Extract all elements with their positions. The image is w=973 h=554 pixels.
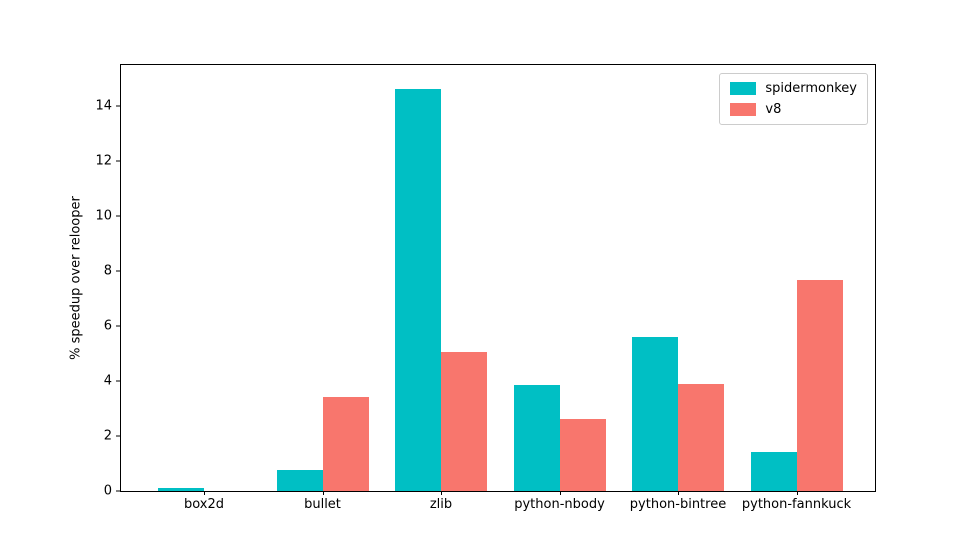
bar-spidermonkey-bullet: [276, 470, 323, 491]
bar-spidermonkey-zlib: [395, 89, 441, 491]
y-tick-label-8: 8: [103, 263, 112, 279]
y-tick-0: [116, 490, 120, 492]
x-tick-bullet: [322, 491, 324, 495]
y-tick-12: [116, 160, 120, 162]
bar-spidermonkey-python-fannkuck: [750, 452, 797, 491]
y-tick-14: [116, 105, 120, 106]
legend-item-v8: v8: [730, 102, 857, 117]
y-tick-label-2: 2: [103, 428, 112, 444]
legend: spidermonkey v8: [719, 73, 868, 125]
bar-v8-python-bintree: [678, 383, 724, 491]
x-tick-label-zlib: zlib: [429, 497, 453, 512]
bar-spidermonkey-box2d: [158, 488, 204, 491]
plot-area: box2d bullet zlib python-nbody python-bintre…: [95, 64, 876, 512]
x-axis-ticks: box2d bullet zlib python-nbody python-bintre…: [121, 65, 875, 512]
x-tick-box2d: [204, 491, 205, 495]
x-tick-python-fannkuck: [796, 491, 798, 495]
x-tick-python-bintree: [678, 491, 679, 495]
y-tick-label-0: 0: [103, 483, 112, 499]
x-tick-label-python-bintree: python-bintree: [629, 497, 727, 512]
bars-layer: [121, 65, 875, 491]
x-tick-zlib: [441, 491, 442, 495]
legend-swatch-v8: [730, 103, 757, 116]
bar-spidermonkey-python-nbody: [513, 385, 560, 491]
x-tick-label-box2d: box2d: [183, 497, 225, 512]
bar-v8-bullet: [322, 397, 369, 491]
legend-item-spidermonkey: spidermonkey: [730, 81, 857, 96]
legend-swatch-spidermonkey: [730, 82, 757, 95]
x-tick-python-nbody: [559, 491, 561, 495]
y-tick-label-12: 12: [95, 153, 112, 169]
y-tick-label-6: 6: [103, 318, 112, 334]
y-tick-10: [116, 215, 120, 217]
y-tick-2: [116, 435, 120, 437]
bar-v8-python-fannkuck: [796, 280, 843, 491]
y-axis-label: % speedup over relooper: [68, 196, 84, 360]
y-axis-ticks: 0 2 4 6 8 10 12 14: [95, 65, 875, 498]
x-tick-label-bullet: bullet: [304, 497, 341, 512]
y-tick-label-14: 14: [95, 98, 112, 113]
y-tick-label-10: 10: [95, 208, 112, 224]
y-tick-8: [116, 270, 120, 272]
bar-v8-python-nbody: [559, 419, 606, 491]
x-tick-label-python-nbody: python-nbody: [514, 497, 605, 512]
y-tick-4: [116, 380, 120, 382]
legend-label-v8: v8: [765, 102, 782, 117]
y-tick-label-4: 4: [103, 373, 112, 389]
bar-spidermonkey-python-bintree: [632, 336, 678, 491]
legend-label-spidermonkey: spidermonkey: [765, 81, 857, 96]
y-tick-6: [116, 325, 120, 327]
x-tick-label-python-fannkuck: python-fannkuck: [741, 497, 852, 512]
bar-v8-zlib: [441, 351, 487, 491]
